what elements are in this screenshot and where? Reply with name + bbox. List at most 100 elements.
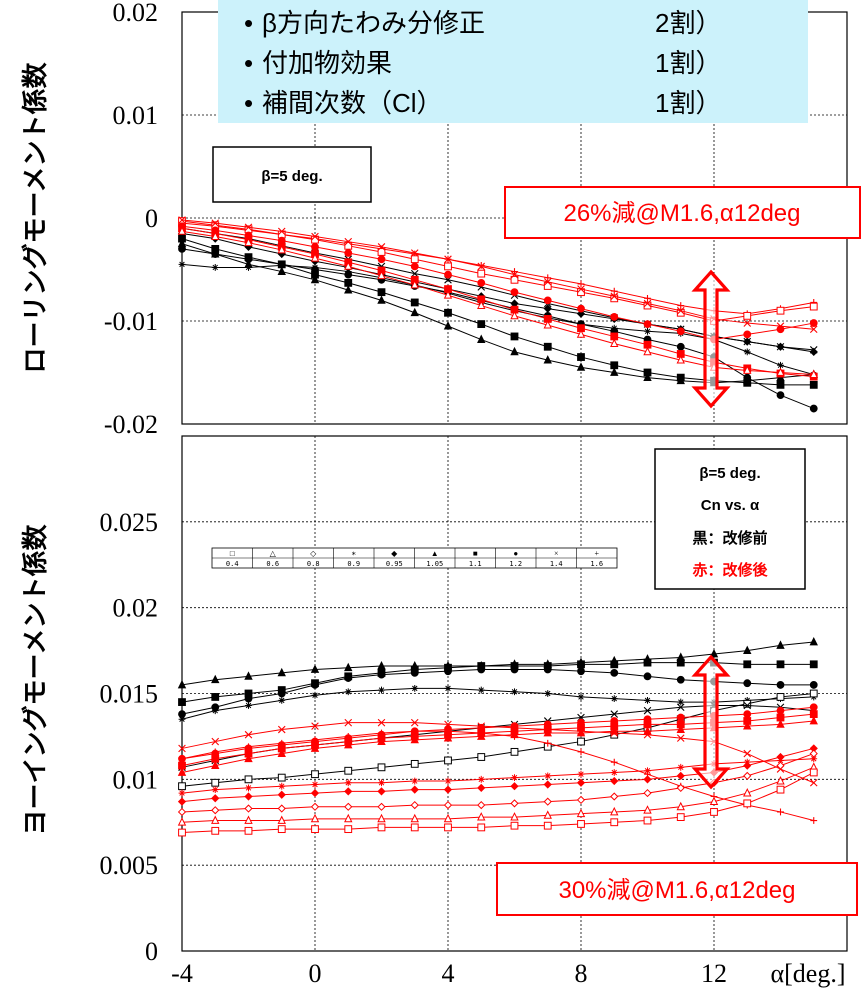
y-tick-label: 0.01 <box>113 765 159 794</box>
data-point <box>211 693 220 701</box>
top-note-value-2: 1割） <box>655 48 721 78</box>
data-point <box>377 295 386 304</box>
data-point <box>477 269 486 278</box>
data-point <box>244 223 253 232</box>
data-point <box>644 294 651 302</box>
data-point <box>344 787 353 796</box>
data-point <box>743 699 752 708</box>
data-point <box>177 226 187 235</box>
data-point <box>543 355 552 364</box>
series-1-7 <box>178 703 818 763</box>
data-point <box>244 792 253 801</box>
bottom-callout-text: 30%減@M1.6,α12deg <box>558 877 795 904</box>
data-point <box>377 288 386 297</box>
data-point <box>311 722 319 730</box>
data-point <box>709 648 719 658</box>
data-point <box>244 826 253 835</box>
data-point <box>743 330 752 339</box>
data-point <box>577 820 585 828</box>
data-point <box>743 771 752 781</box>
data-point <box>177 767 187 776</box>
data-point <box>410 734 419 744</box>
data-point <box>643 706 652 715</box>
data-point <box>244 730 253 739</box>
data-point <box>344 688 352 696</box>
data-point <box>676 327 685 336</box>
arrow-layer <box>691 269 731 790</box>
data-point <box>576 778 586 787</box>
data-point <box>610 361 619 370</box>
data-point <box>444 777 452 785</box>
data-point <box>776 660 785 669</box>
data-point <box>510 747 519 756</box>
y-tick-label: 0.025 <box>100 508 159 537</box>
x-axis-label: α[deg.] <box>771 959 846 988</box>
top-note-line-1: β方向たわみ分修正 <box>262 8 485 38</box>
data-point <box>477 665 486 674</box>
series-1-15 <box>178 768 818 837</box>
data-point <box>677 302 685 309</box>
x-tick-label: 0 <box>309 959 322 988</box>
data-point <box>743 788 752 797</box>
top-callout-box <box>504 186 861 239</box>
y-tick-label: 0.015 <box>100 680 159 709</box>
data-point <box>211 231 220 240</box>
data-point <box>610 726 619 735</box>
data-point <box>344 813 353 823</box>
data-point <box>610 324 618 332</box>
mach-legend-symbol: ■ <box>473 549 478 558</box>
x-tick-label: 8 <box>575 959 588 988</box>
data-point <box>377 255 386 264</box>
data-point <box>610 338 619 348</box>
data-point <box>211 786 219 794</box>
data-point <box>277 825 286 834</box>
data-point <box>676 713 685 722</box>
series-line <box>181 753 814 813</box>
y-tick-label: 0 <box>145 937 158 966</box>
data-point <box>809 768 818 777</box>
data-point <box>410 800 419 810</box>
data-point <box>510 665 519 674</box>
mach-legend-symbol: △ <box>270 549 277 558</box>
data-point <box>643 320 652 328</box>
data-point <box>777 808 784 816</box>
mach-legend-label: 0.9 <box>347 560 360 568</box>
data-point <box>776 719 785 728</box>
data-point <box>211 760 220 769</box>
data-point <box>610 292 619 301</box>
data-point <box>676 342 685 351</box>
bottom-legend-line-1: β=5 deg. <box>699 465 760 482</box>
data-point <box>211 264 219 271</box>
data-point <box>809 681 818 689</box>
data-point <box>743 749 752 758</box>
data-point <box>477 729 485 737</box>
series-line <box>181 243 814 384</box>
mach-legend-label: 0.8 <box>307 560 320 568</box>
top-note-bullet-3: • <box>244 88 253 118</box>
data-point <box>477 262 486 271</box>
series-line <box>181 706 814 760</box>
bottom-callout: 30%減@M1.6,α12deg <box>496 862 858 916</box>
data-point <box>776 785 785 794</box>
data-point <box>377 802 386 811</box>
data-point <box>510 275 519 284</box>
data-point <box>577 285 585 293</box>
top-note-bullet-1: • <box>244 8 253 38</box>
data-point <box>178 698 186 706</box>
data-point <box>510 288 519 297</box>
data-point <box>311 781 319 788</box>
data-point <box>576 808 586 818</box>
data-point <box>477 775 485 783</box>
data-point <box>477 753 486 761</box>
data-point <box>477 320 486 328</box>
data-point <box>443 290 453 299</box>
data-point <box>510 812 519 821</box>
data-point <box>477 334 486 343</box>
data-point <box>211 737 220 746</box>
data-point <box>576 362 586 371</box>
data-point <box>643 672 652 681</box>
data-point <box>543 780 552 789</box>
data-point <box>511 733 518 740</box>
data-point <box>311 736 319 744</box>
y-tick-label: -0.01 <box>104 307 158 336</box>
